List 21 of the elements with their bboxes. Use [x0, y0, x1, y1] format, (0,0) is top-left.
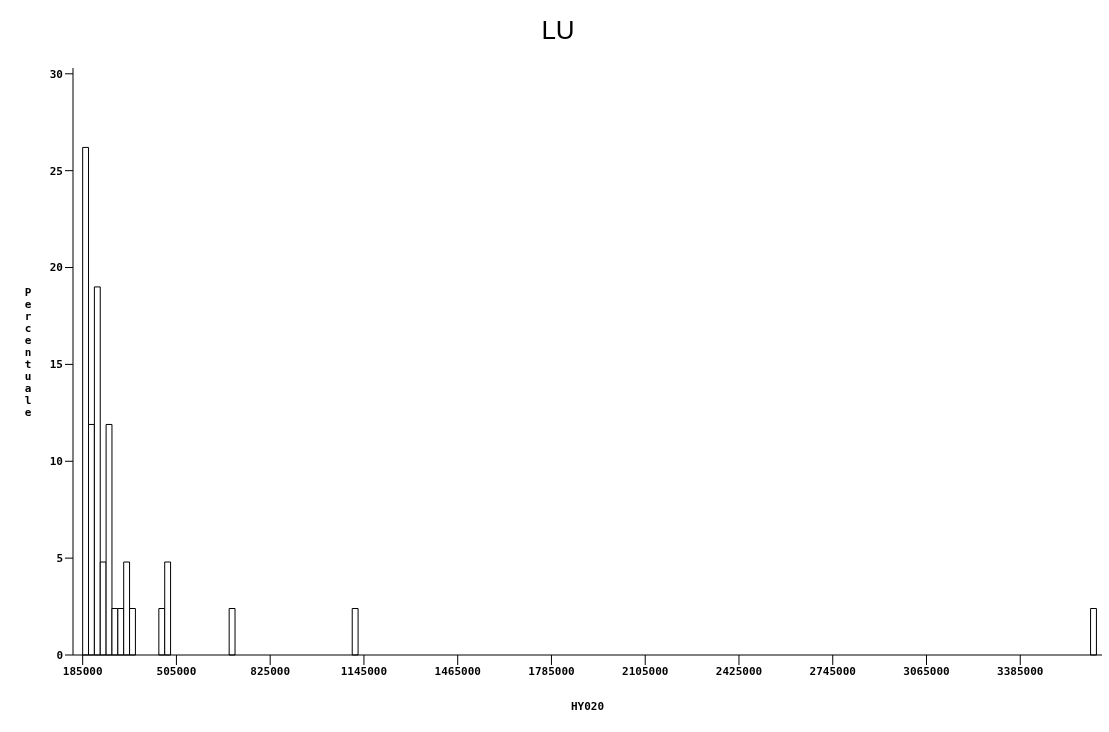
x-tick-label: 2745000 [809, 664, 856, 678]
x-tick-label: 2105000 [622, 664, 669, 678]
x-tick-label: 1785000 [528, 664, 575, 678]
y-tick-label: 25 [49, 164, 63, 178]
x-axis-title: HY020 [570, 700, 605, 713]
text: Percentuale [24, 285, 32, 419]
x-tick-label: 2425000 [715, 664, 763, 678]
x-tick-label: 3385000 [997, 664, 1044, 678]
x-tick-label: 185000 [62, 664, 103, 678]
x-tick-label: 825000 [250, 664, 291, 678]
y-tick-label: 20 [49, 261, 63, 275]
x-tick-label: 1145000 [340, 664, 388, 678]
y-tick-label: 5 [56, 552, 63, 566]
y-tick-label: 30 [49, 67, 63, 81]
x-tick-label: 3065000 [903, 664, 950, 678]
x-tick-label: 505000 [156, 664, 197, 678]
y-tick-label: 10 [49, 455, 63, 469]
x-tick-label: 1465000 [434, 664, 481, 678]
y-tick-label: 15 [49, 358, 63, 372]
chart-title: LU [540, 14, 576, 47]
y-tick-label: 0 [56, 648, 63, 662]
